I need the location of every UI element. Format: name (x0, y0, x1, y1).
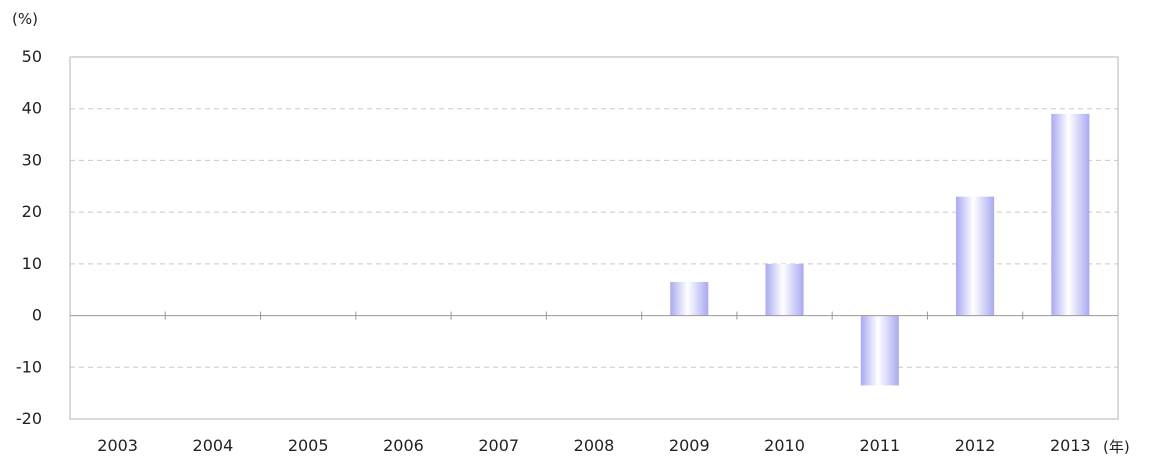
bar-2013 (1051, 113, 1090, 316)
y-tick-label: -10 (16, 357, 42, 376)
x-tick-label: 2013 (1050, 436, 1091, 455)
x-unit-label: (年) (1103, 438, 1130, 455)
y-tick-label: 10 (22, 254, 42, 273)
x-tick-label: 2009 (669, 436, 710, 455)
y-tick-label: 0 (32, 306, 42, 325)
x-tick-label: 2010 (764, 436, 805, 455)
bars (670, 113, 1090, 386)
x-tick-label: 2004 (193, 436, 234, 455)
bar-2012 (956, 196, 995, 316)
x-tick-label: 2011 (859, 436, 900, 455)
bar-2009 (670, 281, 709, 316)
y-tick-label: -20 (16, 409, 42, 428)
y-tick-label: 40 (22, 99, 42, 118)
x-tick-label: 2003 (97, 436, 138, 455)
plot-area-frame (69, 56, 1119, 420)
grid-lines (70, 108, 1118, 368)
x-tick-label: 2006 (383, 436, 424, 455)
x-tick-label: 2008 (574, 436, 615, 455)
x-tick-label: 2007 (478, 436, 519, 455)
y-tick-label: 20 (22, 202, 42, 221)
y-tick-label: 50 (22, 47, 42, 66)
y-tick-label: 30 (22, 150, 42, 169)
y-unit-label: (%) (12, 10, 38, 28)
x-tick-label: 2005 (288, 436, 329, 455)
bar-2010 (765, 263, 804, 316)
bar-2011 (860, 315, 899, 386)
x-tick-label: 2012 (955, 436, 996, 455)
